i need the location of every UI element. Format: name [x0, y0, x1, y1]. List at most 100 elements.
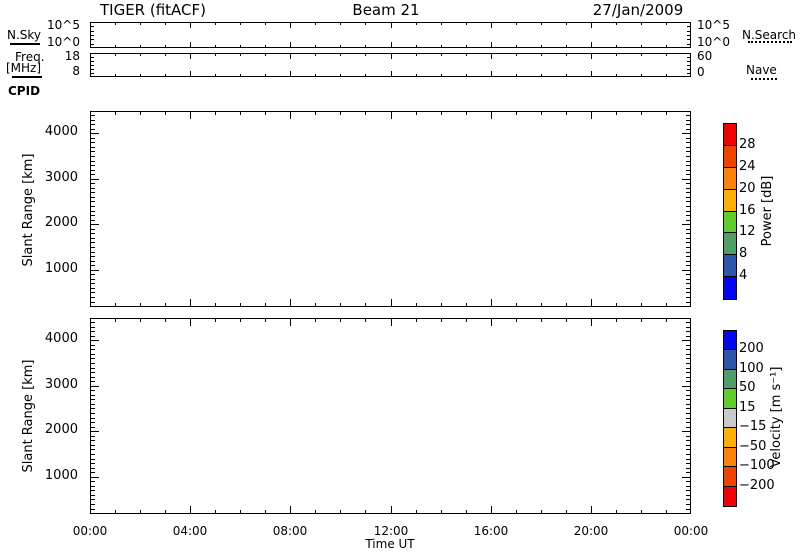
tick-mark — [240, 303, 241, 306]
tick-mark — [686, 138, 690, 139]
tick-mark — [616, 112, 617, 115]
tick-mark — [686, 274, 690, 275]
tick-mark — [91, 368, 95, 369]
tick-mark — [686, 206, 690, 207]
tick-mark — [686, 142, 690, 143]
tick-mark — [91, 340, 99, 341]
tick-mark — [391, 54, 392, 59]
tick-mark — [686, 468, 690, 469]
tick-mark — [686, 336, 690, 337]
tick-mark — [466, 303, 467, 306]
tick-mark — [91, 349, 95, 350]
tick-mark — [516, 303, 517, 306]
tick-mark — [541, 54, 542, 56]
tick-mark — [215, 303, 216, 306]
tick-mark — [91, 211, 95, 212]
tick-mark — [91, 252, 95, 253]
tick-mark — [91, 399, 95, 400]
tick-mark — [686, 292, 690, 293]
tick-mark — [91, 142, 95, 143]
x-tick-label: 12:00 — [373, 524, 409, 538]
tick-mark — [686, 413, 690, 414]
power-panel — [90, 111, 691, 307]
tick-mark — [190, 54, 191, 59]
tick-mark — [641, 303, 642, 306]
tick-mark — [215, 319, 216, 322]
tick-mark — [91, 322, 95, 323]
tick-mark — [91, 413, 95, 414]
tick-mark — [315, 54, 316, 56]
tick-mark — [541, 45, 542, 47]
tick-mark — [91, 242, 95, 243]
tick-mark — [391, 112, 392, 119]
tick-mark — [616, 510, 617, 513]
tick-mark — [686, 297, 690, 298]
tick-mark — [491, 42, 492, 47]
colorbar-segment — [724, 233, 736, 256]
tick-mark — [365, 45, 366, 47]
tick-mark — [541, 510, 542, 513]
y-tick-label: 2000 — [44, 215, 78, 230]
tick-mark — [215, 54, 216, 56]
tick-mark — [466, 45, 467, 47]
tick-mark — [190, 299, 191, 306]
tick-mark — [91, 509, 95, 510]
tick-mark — [91, 486, 95, 487]
tick-mark — [91, 427, 95, 428]
tick-mark — [91, 445, 95, 446]
tick-mark — [91, 306, 95, 307]
tick-mark — [140, 303, 141, 306]
tick-mark — [91, 468, 95, 469]
tick-mark — [466, 319, 467, 322]
plot-title: TIGER (fitACF) — [99, 1, 206, 19]
tick-mark — [687, 65, 690, 66]
tick-mark — [140, 112, 141, 115]
colorbar-segment — [724, 211, 736, 234]
tick-mark — [91, 372, 95, 373]
tick-mark — [491, 71, 492, 76]
tick-mark — [686, 445, 690, 446]
power-colorbar — [723, 123, 737, 300]
tick-mark — [91, 65, 94, 66]
tick-mark — [686, 188, 690, 189]
tick-mark — [686, 215, 690, 216]
tick-mark — [491, 23, 492, 28]
tick-mark — [416, 303, 417, 306]
colorbar-tick-label: 4 — [739, 268, 748, 283]
tick-mark — [91, 495, 95, 496]
tick-mark — [91, 345, 95, 346]
tick-mark — [686, 436, 690, 437]
tick-mark — [686, 463, 690, 464]
tick-mark — [686, 115, 690, 116]
tick-mark — [591, 71, 592, 76]
tick-mark — [91, 504, 95, 505]
tick-mark — [666, 74, 667, 76]
tick-mark — [165, 54, 166, 56]
colorbar-tick-label: 50 — [739, 380, 756, 395]
tick-mark — [687, 39, 690, 40]
colorbar-tick-label: 24 — [739, 159, 756, 174]
tick-mark — [686, 427, 690, 428]
tick-mark — [516, 112, 517, 115]
tick-mark — [686, 211, 690, 212]
freq-label-line2: [MHz] — [6, 61, 42, 75]
tick-mark — [641, 54, 642, 56]
tick-mark — [641, 23, 642, 25]
tick-mark — [686, 395, 690, 396]
tick-mark — [686, 201, 690, 202]
tick-mark — [687, 31, 690, 32]
tick-mark — [686, 368, 690, 369]
tick-mark — [666, 510, 667, 513]
tick-mark — [686, 449, 690, 450]
tick-mark — [91, 499, 95, 500]
tick-mark — [686, 174, 690, 175]
tick-mark — [115, 303, 116, 306]
tick-mark — [541, 319, 542, 322]
x-tick-label: 04:00 — [172, 524, 208, 538]
tick-mark — [466, 510, 467, 513]
tick-mark — [686, 120, 690, 121]
tick-mark — [91, 224, 99, 225]
tick-mark — [686, 192, 690, 193]
colorbar-segment — [724, 167, 736, 190]
tick-mark — [365, 303, 366, 306]
